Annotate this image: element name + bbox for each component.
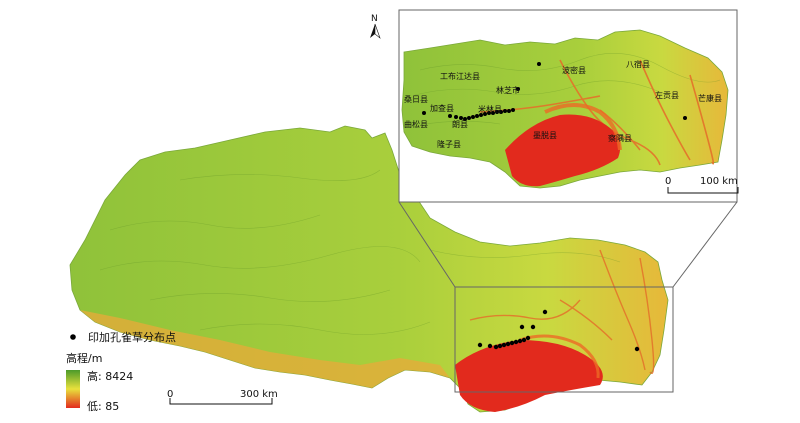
county-label: 察隅县 [608,133,632,143]
distribution-point [513,339,519,345]
distribution-point [511,108,515,112]
main-distribution-points [477,309,640,352]
inset-terrain-texture [414,52,721,126]
inset-map: 工布江达县 桑日县 加查县 曲松县 朗县 米林县 林芝市 波密县 八宿县 左贡县… [398,9,739,203]
distribution-point [477,342,483,348]
inset-scale-bar: 0 100 km [665,176,739,194]
distribution-point [497,343,503,349]
distribution-point [530,324,536,330]
county-label: 波密县 [562,65,586,75]
county-label: 加查县 [430,103,454,113]
distribution-point [495,110,499,114]
tibet-main-map [69,125,674,413]
legend-point-symbol [70,334,76,340]
north-label: N [371,14,378,24]
main-scale-zero: 0 [167,389,173,400]
distribution-point [501,342,507,348]
distribution-point [525,335,531,341]
inset-scale-end: 100 km [700,176,738,187]
distribution-point [505,341,511,347]
distribution-point [491,111,495,115]
distribution-point [683,116,687,120]
county-label: 墨脱县 [533,130,557,140]
county-label: 八宿县 [626,59,650,69]
legend-low-label: 低: 85 [87,400,119,413]
inset-extent-box [454,286,674,393]
distribution-point [507,109,511,113]
distribution-point [499,110,503,114]
county-label: 曲松县 [404,119,428,129]
motuo-lowland [455,340,603,412]
distribution-point [475,114,479,118]
county-label: 朗县 [452,119,468,129]
distribution-point [471,115,475,119]
inset-scale-zero: 0 [665,176,671,187]
distribution-point [483,112,487,116]
distribution-point [519,324,525,330]
county-label: 芒康县 [698,93,722,103]
main-scale-end: 300 km [240,389,278,400]
distribution-point [448,114,452,118]
legend: 印加孔雀草分布点 高程/m 高: 8424 低: 85 [66,331,176,413]
county-label: 桑日县 [404,94,428,104]
legend-points-label: 印加孔雀草分布点 [88,331,176,344]
distribution-point [517,338,523,344]
county-label: 米林县 [478,104,502,114]
distribution-point [521,337,527,343]
inset-motuo-lowland [505,114,621,187]
distribution-point [537,62,541,66]
county-label: 林芝市 [496,85,520,95]
distribution-point [479,113,483,117]
distribution-point [487,343,493,349]
main-scale-bar: 0 300 km [167,389,278,405]
distribution-point [459,116,463,120]
eastern-valleys [469,249,655,374]
legend-elevation-title: 高程/m [66,351,102,365]
county-label: 工布江达县 [440,71,480,81]
distribution-point [463,117,467,121]
inset-county-labels: 工布江达县 桑日县 加查县 曲松县 朗县 米林县 林芝市 波密县 八宿县 左贡县… [404,59,722,149]
legend-high-label: 高: 8424 [87,369,133,383]
distribution-point [509,340,515,346]
terrain-texture [99,169,621,335]
distribution-point [467,116,471,120]
north-arrow: N [370,14,381,39]
county-label: 隆子县 [437,139,461,149]
inset-distribution-points [422,62,687,121]
distribution-point [516,87,520,91]
distribution-point [493,344,499,350]
county-label: 左贡县 [655,90,679,100]
distribution-point [542,309,548,315]
distribution-point [422,111,426,115]
distribution-point [454,115,458,119]
distribution-point [503,109,507,113]
legend-elevation-ramp [66,370,80,408]
southern-lowland-edge [80,310,450,388]
distribution-point [634,346,640,352]
distribution-point [487,111,491,115]
inset-connectors [398,201,738,288]
